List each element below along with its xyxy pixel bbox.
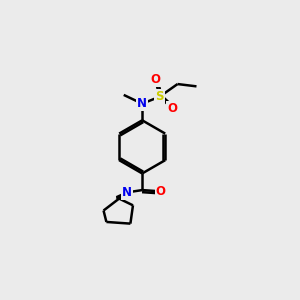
Text: O: O	[167, 102, 177, 115]
Text: N: N	[122, 186, 132, 199]
Text: O: O	[156, 185, 166, 198]
Text: S: S	[155, 90, 164, 103]
Text: N: N	[137, 97, 147, 110]
Text: O: O	[150, 73, 161, 86]
